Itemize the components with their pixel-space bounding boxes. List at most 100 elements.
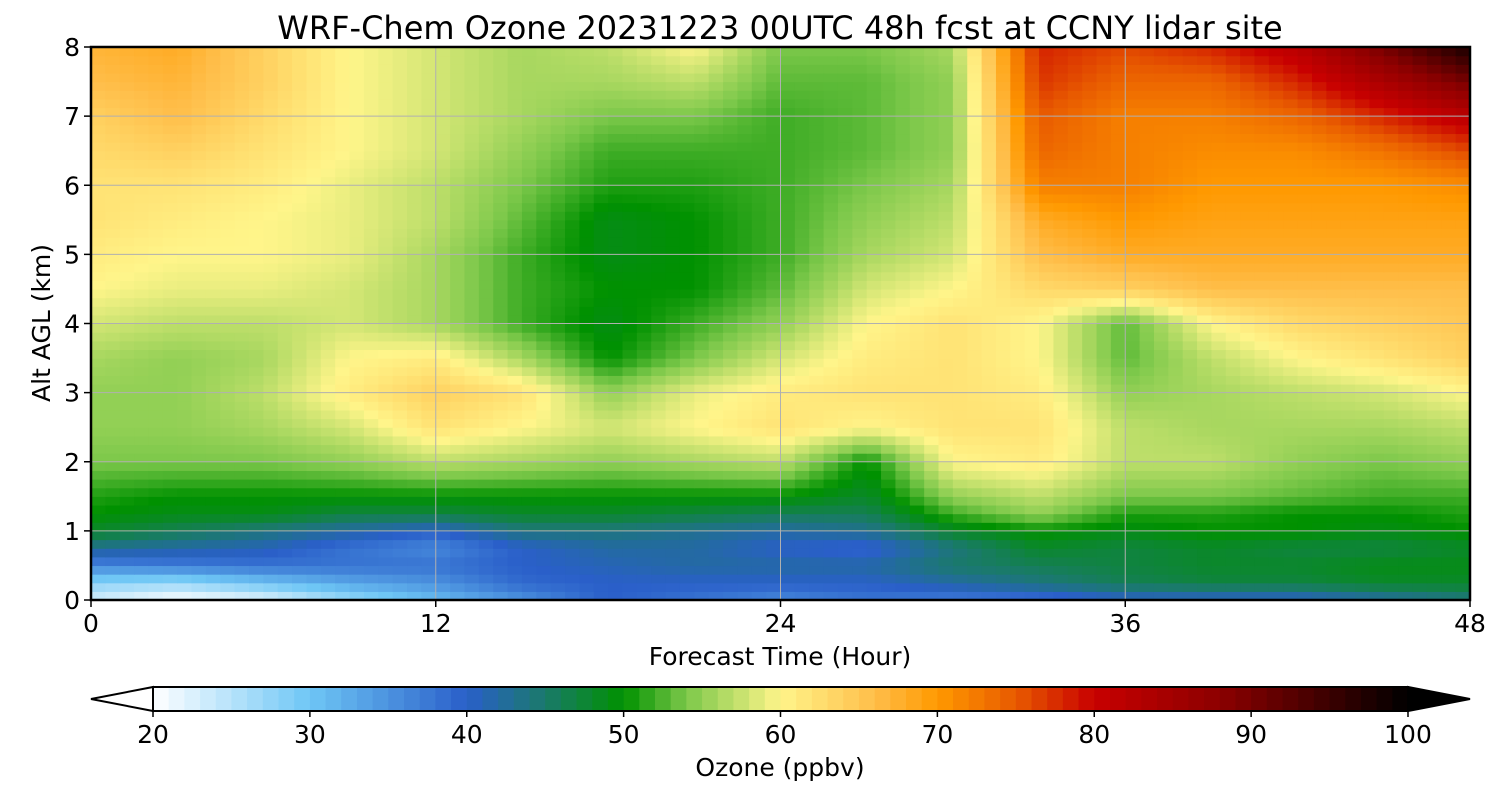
ozone-cell [1197, 349, 1213, 359]
ozone-cell [378, 280, 394, 290]
ozone-cell [1268, 349, 1284, 359]
ozone-cell [1383, 435, 1399, 446]
ozone-cell [191, 479, 207, 489]
ozone-cell [306, 211, 322, 221]
ozone-cell [766, 461, 782, 471]
ozone-cell [1039, 565, 1055, 575]
ozone-cell [1067, 332, 1083, 342]
ozone-cell [507, 375, 523, 385]
ozone-cell [924, 297, 940, 307]
ozone-cell [636, 228, 652, 238]
ozone-cell [105, 332, 121, 342]
ozone-cell [1441, 167, 1457, 178]
ozone-cell [1455, 479, 1470, 489]
ozone-cell [450, 332, 466, 342]
ozone-cell [1182, 314, 1198, 325]
ozone-cell [349, 219, 365, 230]
ozone-cell [679, 271, 695, 281]
ozone-cell [148, 349, 164, 359]
ozone-cell [967, 211, 983, 221]
ozone-cell [493, 496, 509, 506]
ozone-cell [665, 401, 681, 411]
ozone-cell [1369, 574, 1385, 584]
ozone-cell [766, 323, 782, 333]
ozone-cell [981, 461, 997, 471]
ozone-cell [205, 366, 221, 376]
ozone-cell [981, 444, 997, 454]
ozone-cell [450, 366, 466, 376]
ozone-cell [1311, 185, 1327, 195]
ozone-cell [1340, 228, 1356, 238]
ozone-cell [1268, 211, 1284, 221]
ozone-cell [91, 349, 106, 359]
ozone-cell [1197, 332, 1213, 342]
ozone-cell [450, 392, 466, 402]
ozone-cell [837, 358, 853, 368]
ozone-cell [478, 591, 494, 600]
ozone-cell [780, 401, 796, 411]
ozone-cell [866, 392, 882, 402]
ozone-cell [1297, 401, 1313, 411]
ozone-cell [1010, 288, 1026, 299]
ozone-cell [1340, 375, 1356, 385]
ozone-cell [737, 496, 753, 506]
ozone-cell [938, 470, 954, 480]
ozone-cell [1311, 193, 1327, 204]
ozone-cell [1355, 263, 1371, 273]
ozone-cell [881, 574, 897, 584]
ozone-cell [995, 530, 1011, 541]
ozone-cell [263, 271, 279, 281]
ozone-cell [981, 323, 997, 333]
ozone-cell [263, 280, 279, 290]
ozone-cell [249, 556, 264, 567]
ozone-cell [837, 418, 853, 428]
ozone-cell [909, 582, 925, 592]
ozone-cell [105, 228, 121, 238]
ozone-cell [1398, 504, 1414, 515]
ozone-cell [1153, 427, 1169, 437]
ozone-cell [852, 176, 868, 186]
ozone-cell [952, 470, 968, 480]
ozone-cell [1369, 530, 1385, 541]
ozone-cell [378, 487, 394, 497]
ozone-cell [1297, 340, 1313, 351]
ozone-cell [967, 271, 983, 281]
ozone-cell [335, 271, 351, 281]
ozone-cell [1153, 444, 1169, 454]
ozone-cell [1211, 548, 1227, 558]
ozone-cell [751, 574, 767, 584]
ozone-cell [1398, 254, 1414, 264]
ozone-cell [881, 479, 897, 489]
ozone-cell [378, 340, 394, 351]
ozone-cell [579, 470, 595, 480]
ozone-cell [565, 444, 580, 454]
ozone-cell [249, 375, 264, 385]
ozone-cell [234, 245, 250, 255]
ozone-cell [981, 245, 997, 255]
ozone-cell [794, 513, 810, 523]
ozone-cell [952, 582, 968, 592]
ozone-cell [1283, 435, 1299, 446]
ozone-cell [636, 513, 652, 523]
ozone-cell [464, 375, 480, 385]
ozone-cell [636, 237, 652, 247]
ozone-cell [881, 418, 897, 428]
ozone-cell [1067, 254, 1083, 264]
ozone-cell [1268, 254, 1284, 264]
ozone-cell [306, 366, 322, 376]
ozone-cell [521, 167, 537, 178]
ozone-cell [1311, 530, 1327, 541]
ozone-cell [694, 574, 710, 584]
ozone-cell [1340, 254, 1356, 264]
ozone-cell [1039, 409, 1055, 420]
ozone-cell [837, 479, 853, 489]
ozone-cell [148, 539, 164, 549]
ozone-cell [780, 470, 796, 480]
ozone-cell [550, 401, 566, 411]
ozone-cell [1197, 340, 1213, 351]
ozone-cell [378, 504, 394, 515]
ozone-cell [105, 418, 121, 428]
ozone-cell [335, 392, 351, 402]
ozone-cell [1441, 591, 1457, 600]
ozone-cell [794, 176, 810, 186]
